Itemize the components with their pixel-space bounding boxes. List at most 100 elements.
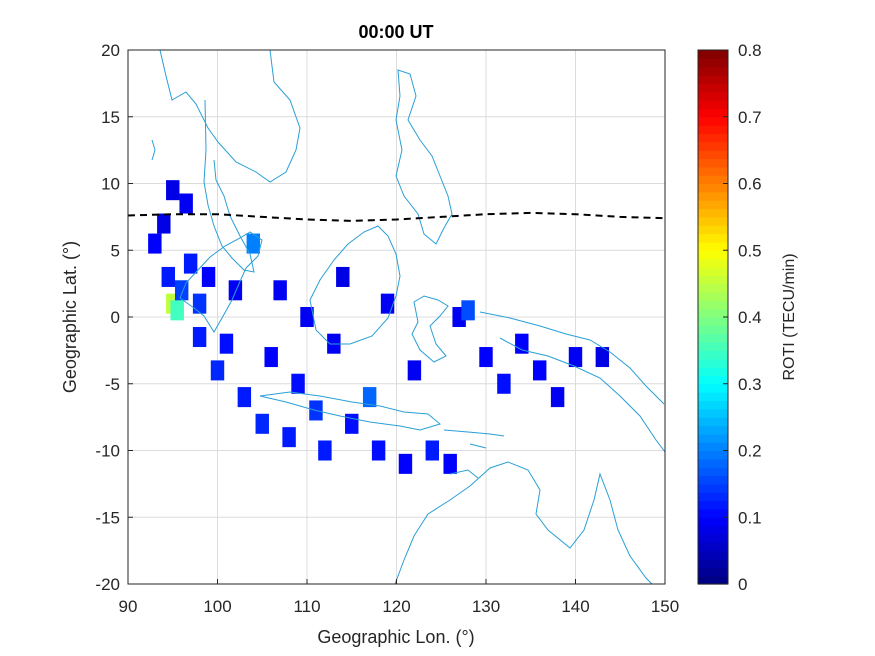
colorbar-segment	[698, 283, 728, 293]
colorbar-segment	[698, 408, 728, 418]
colorbar-segment	[698, 58, 728, 68]
x-tick-label: 150	[651, 597, 679, 616]
magnetic-equator-line	[128, 211, 665, 222]
colorbar-segment	[698, 83, 728, 93]
colorbar-ticks: 0 0.1 0.2 0.3 0.4 0.5 0.6 0.7 0.8	[723, 41, 762, 594]
colorbar-segment	[698, 317, 728, 326]
coastline-sumatra	[179, 231, 263, 333]
colorbar-segment	[698, 442, 728, 452]
colorbar-segment	[698, 458, 728, 468]
roti-cell	[595, 347, 610, 368]
colorbar-tick-label: 0	[738, 575, 747, 594]
coastline-new-guinea-south	[499, 337, 665, 453]
x-axis-ticks: 90 100 110 120 130 140 150	[119, 579, 679, 616]
colorbar-segment	[698, 100, 728, 110]
colorbar-segment	[698, 392, 728, 402]
colorbar-segment	[698, 383, 728, 393]
roti-cell	[300, 306, 314, 328]
colorbar-segment	[698, 550, 728, 560]
y-tick-label: -5	[105, 375, 120, 394]
roti-cell	[568, 347, 583, 368]
colorbar-segment	[698, 133, 728, 143]
colorbar-segment	[698, 542, 728, 552]
colorbar-segment	[698, 241, 728, 251]
y-tick-label: -15	[95, 508, 120, 527]
roti-cell	[380, 293, 395, 314]
y-tick-label: 15	[101, 108, 120, 127]
x-tick-label: 130	[472, 597, 500, 616]
colorbar-segment	[698, 333, 728, 343]
colorbar-segment	[698, 342, 728, 351]
colorbar-segment	[698, 66, 728, 76]
roti-cell	[425, 440, 440, 461]
colorbar-segment	[698, 250, 728, 260]
colorbar-segment	[698, 450, 728, 460]
colorbar-segment	[698, 108, 728, 118]
roti-cell	[362, 387, 377, 408]
colorbar-tick-label: 0.8	[738, 41, 762, 60]
colorbar-segment	[698, 191, 728, 201]
coastlines	[151, 50, 665, 584]
colorbar-segment	[698, 467, 728, 477]
colorbar-segment	[698, 533, 728, 543]
roti-cell	[282, 427, 296, 448]
roti-cell	[219, 333, 234, 354]
colorbar-segment	[698, 158, 728, 168]
colorbar-segment	[698, 258, 728, 268]
colorbar-label: ROTI (TECU/min)	[781, 253, 798, 380]
x-tick-label: 110	[293, 597, 320, 616]
roti-cell	[461, 300, 475, 321]
colorbar-segment	[698, 375, 728, 385]
colorbar-segment	[698, 91, 728, 101]
roti-cell	[264, 347, 278, 368]
colorbar-segment	[698, 558, 728, 568]
roti-cell	[192, 327, 207, 348]
colorbar-segment	[698, 175, 728, 185]
colorbar-segment	[698, 116, 728, 126]
roti-cell	[161, 266, 175, 287]
coastline-lesser-sunda	[443, 429, 505, 479]
colorbar-segment	[698, 50, 728, 59]
coastline-sulawesi	[411, 295, 449, 363]
colorbar-segment	[698, 350, 728, 360]
colorbar-segment	[698, 183, 728, 193]
colorbar-segment	[698, 325, 728, 335]
roti-cell	[228, 280, 243, 301]
roti-cell	[291, 373, 305, 394]
colorbar-frame	[697, 49, 729, 585]
colorbar-tick-label: 0.3	[738, 375, 762, 394]
roti-cell	[371, 440, 386, 461]
colorbar-segment	[698, 208, 728, 218]
coastline-malay-peninsula	[203, 99, 255, 273]
colorbar-segment	[698, 150, 728, 160]
coastline-australia	[394, 461, 653, 584]
x-axis-label: Geographic Lon. (°)	[317, 627, 474, 647]
colorbar-segment	[698, 525, 728, 535]
colorbar-segment	[698, 300, 728, 310]
roti-cell	[497, 373, 511, 394]
roti-cell	[345, 413, 359, 434]
colorbar-segment	[698, 367, 728, 377]
coastline-indochina	[159, 50, 301, 183]
roti-cell	[318, 440, 332, 461]
roti-cell	[179, 193, 193, 214]
colorbar-segment	[698, 75, 728, 84]
y-tick-label: -20	[95, 575, 120, 594]
colorbar-segment	[698, 575, 728, 585]
colorbar-segment	[698, 233, 728, 243]
colorbar-tick-label: 0.5	[738, 241, 762, 260]
colorbar-segment	[698, 417, 728, 427]
colorbar-segment	[698, 308, 728, 318]
colorbar-segment	[698, 517, 728, 527]
roti-cell	[336, 266, 350, 287]
y-tick-label: 20	[101, 41, 120, 60]
roti-cell	[255, 413, 269, 434]
y-axis-label: Geographic Lat. (°)	[60, 241, 80, 393]
x-tick-label: 140	[561, 597, 589, 616]
x-tick-label: 120	[382, 597, 410, 616]
colorbar-tick-label: 0.6	[738, 175, 762, 194]
colorbar-segment	[698, 425, 728, 435]
y-tick-label: 5	[111, 241, 120, 260]
coastline-java	[259, 391, 442, 431]
